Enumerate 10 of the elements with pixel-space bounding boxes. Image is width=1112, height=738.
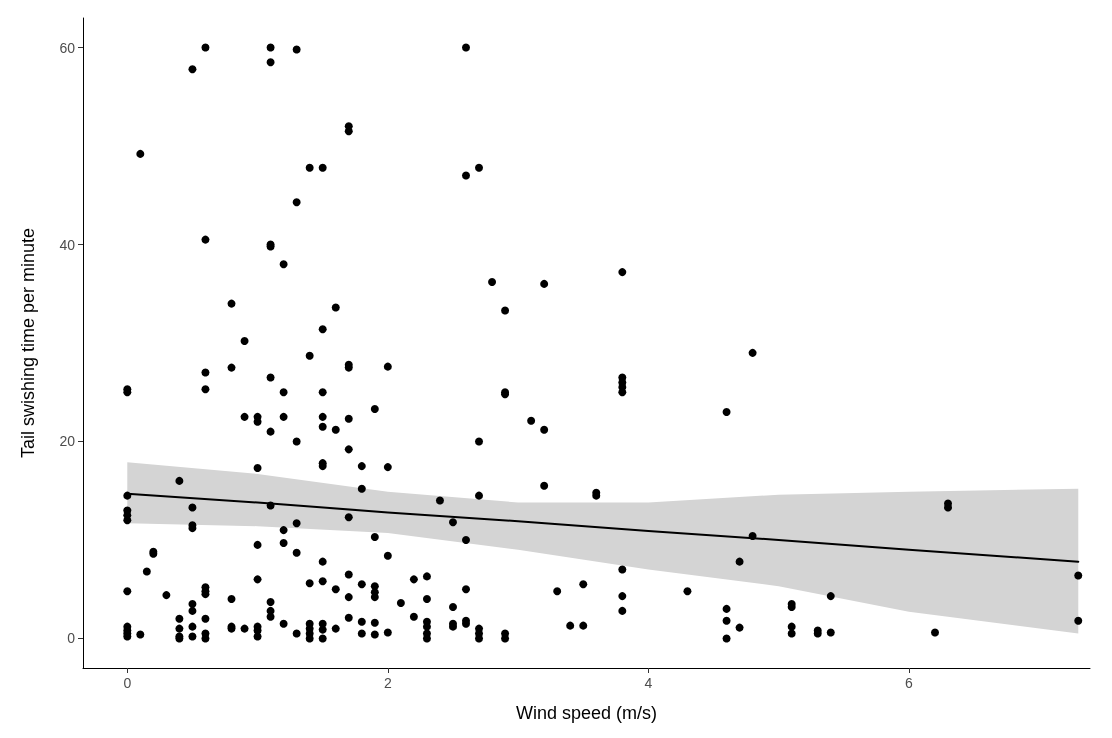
x-tick-label: 6 <box>905 675 914 691</box>
x-tick-label: 2 <box>383 675 392 691</box>
y-tick-label: 0 <box>67 630 76 647</box>
x-tick-label: 0 <box>123 675 132 691</box>
y-tick-label: 20 <box>59 433 76 450</box>
y-axis-title: Tail swishing time per minute <box>18 227 38 459</box>
y-tick-label: 60 <box>59 39 76 56</box>
y-tick-label: 40 <box>59 236 76 253</box>
x-axis-title: Wind speed (m/s) <box>515 703 658 723</box>
x-tick-label: 4 <box>644 675 653 691</box>
